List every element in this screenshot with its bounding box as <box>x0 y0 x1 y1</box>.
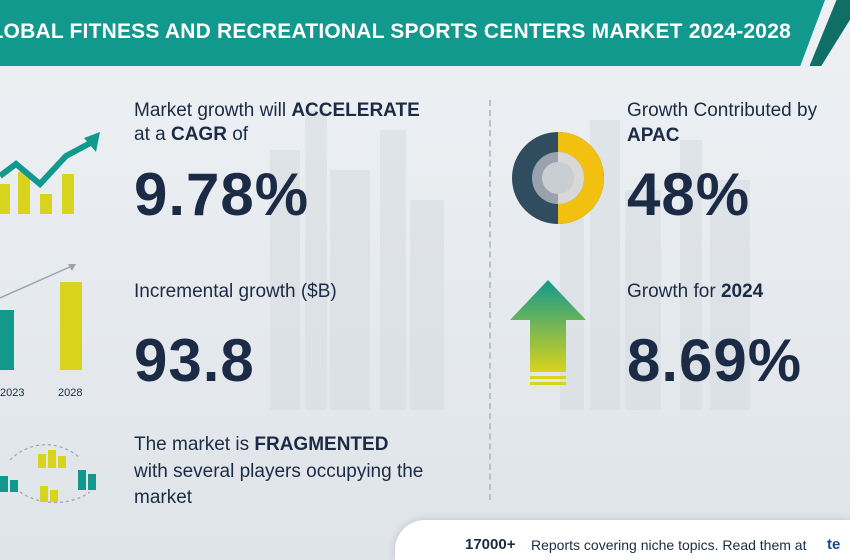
cagr-value: 9.78% <box>134 161 310 228</box>
fragmented-market-icon <box>0 444 96 503</box>
year-end-label: 2028 <box>58 387 83 399</box>
apac-value: 48% <box>627 161 751 228</box>
cagr-line1-bold: ACCELERATE <box>291 100 420 121</box>
market-line3: market <box>134 487 193 508</box>
year-start-label: 2023 <box>0 387 25 399</box>
apac-label-line2: APAC <box>627 125 680 146</box>
growth2024-value: 8.69% <box>627 327 803 394</box>
cagr-line1-prefix: Market growth will <box>134 100 292 121</box>
footer-text: Reports covering niche topics. Read them… <box>531 537 807 553</box>
cagr-line1: Market growth will ACCELERATE <box>134 100 420 122</box>
title-banner: GLOBAL FITNESS AND RECREATIONAL SPORTS C… <box>0 0 825 66</box>
incremental-label: Incremental growth ($B) <box>134 281 337 302</box>
apac-label-line1: Growth Contributed by <box>627 100 818 121</box>
cagr-line2-suffix: of <box>226 124 249 145</box>
apac-pie-icon <box>512 132 604 224</box>
footer-count: 17000+ <box>465 536 516 553</box>
market-line1-prefix: The market is <box>134 434 255 455</box>
cagr-line2: at a CAGR of <box>134 124 248 146</box>
growth-chart-icon <box>0 132 100 214</box>
cagr-line2-bold: CAGR <box>170 124 227 145</box>
growth-arrow-icon <box>510 280 586 385</box>
growth2024-label: Growth for 2024 <box>627 281 763 303</box>
technavio-logo[interactable]: te <box>827 536 841 553</box>
market-line1-bold: FRAGMENTED <box>254 434 389 455</box>
cagr-line2-prefix: at a <box>134 124 171 145</box>
incremental-value: 93.8 <box>134 327 255 394</box>
market-line1: The market is FRAGMENTED <box>134 434 388 456</box>
page-title: GLOBAL FITNESS AND RECREATIONAL SPORTS C… <box>0 20 791 43</box>
column-divider <box>489 100 491 500</box>
growth2024-label-prefix: Growth for <box>627 281 721 302</box>
market-line2: with several players occupying the <box>134 461 424 482</box>
footer-banner: 17000+ Reports covering niche topics. Re… <box>395 520 850 560</box>
incremental-bars-icon <box>0 264 82 370</box>
growth2024-label-bold: 2024 <box>720 281 764 302</box>
